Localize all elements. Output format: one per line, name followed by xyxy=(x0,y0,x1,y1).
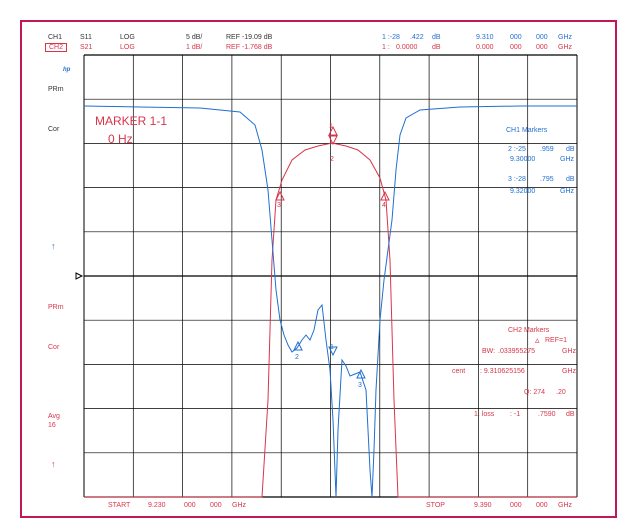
cor-annunciator-ch1: Cor xyxy=(48,126,60,133)
start-unit: GHz xyxy=(232,502,246,509)
avg-annunciator: Avg xyxy=(48,413,60,420)
prm-annunciator-ch2: PRm xyxy=(48,304,64,311)
ch2-cent-unit: GHz xyxy=(562,368,576,375)
ch2-cent-label: cent xyxy=(452,368,466,375)
ch1-param: S11 xyxy=(80,34,92,41)
ch2-loss-unit: dB xyxy=(566,411,575,418)
start-freq-3: 000 xyxy=(210,502,222,509)
ch2-ref: REF=1 xyxy=(545,337,567,344)
svg-text:4: 4 xyxy=(382,202,386,209)
s21-marker-2: 2 xyxy=(328,135,338,163)
ch2-bw-value: .033955275 xyxy=(498,348,535,355)
start-freq-2: 000 xyxy=(184,502,196,509)
start-freq[interactable]: 9.230 xyxy=(148,502,166,509)
ch2-bw-unit: GHz xyxy=(562,348,576,355)
stop-freq[interactable]: 9.390 xyxy=(474,502,492,509)
s11-marker-1: 1 xyxy=(328,344,338,357)
s11-marker-2: 2 xyxy=(293,340,303,361)
svg-text:1: 1 xyxy=(330,344,334,351)
ch2-ref: REF -1.768 dB xyxy=(226,44,273,51)
ch1-m2-freq: 9.30000 xyxy=(510,156,536,163)
ch2-freq-unit: GHz xyxy=(558,44,572,51)
ch1-m2-label: 2 :-25 xyxy=(508,146,526,153)
ch1-scroll-arrow-icon: ↑ xyxy=(51,241,56,251)
ch1-m3-value: .795 xyxy=(540,176,554,183)
ch1-freq-unit: GHz xyxy=(558,34,572,41)
active-marker-value: 0 Hz xyxy=(108,132,133,146)
s11-marker-3: 3 xyxy=(356,368,366,389)
ch2-loss-value: : -1 xyxy=(510,411,521,418)
stop-freq-3: 000 xyxy=(536,502,548,509)
ch1-ref: REF -19.09 dB xyxy=(226,34,273,41)
ch1-marker-value: .422 xyxy=(410,34,424,41)
ch2-param: S21 xyxy=(80,44,93,51)
ch2-freq-2: 000 xyxy=(510,44,522,51)
ch2-marker-label: 1 : xyxy=(382,44,390,51)
ch1-marker-label: 1 :-28 xyxy=(382,34,400,41)
start-label: START xyxy=(108,502,131,509)
ch1-m3-freq-unit: GHz xyxy=(560,188,574,195)
ch2-loss-value2: .7590 xyxy=(538,411,556,418)
ch1-m3-unit: dB xyxy=(566,176,575,183)
avg-count: 16 xyxy=(48,422,56,429)
ch2-q-label: Q: 274 xyxy=(524,389,546,396)
ch2-markers-title: CH2 Markers xyxy=(508,327,550,334)
svg-text:3: 3 xyxy=(277,202,281,209)
ch2-label[interactable]: CH2 xyxy=(45,43,68,52)
ch1-marker-unit: dB xyxy=(432,34,441,41)
ch1-markers-title: CH1 Markers xyxy=(506,127,548,134)
ch2-scale: 1 dB/ xyxy=(186,44,203,51)
cor-annunciator-ch2: Cor xyxy=(48,344,60,351)
ch2-freq-1: 0.000 xyxy=(476,44,494,51)
ch1-label[interactable]: CH1 xyxy=(48,34,63,41)
analyzer-display-frame xyxy=(20,20,617,518)
stop-unit: GHz xyxy=(558,502,572,509)
ch2-bw-label: BW: xyxy=(482,348,496,355)
ch1-freq-3: 000 xyxy=(536,34,548,41)
reference-position-icon xyxy=(75,272,84,280)
ch2-format: LOG xyxy=(120,44,135,51)
s21-marker-4: 4 xyxy=(380,190,390,209)
ch2-scroll-arrow-icon: ↑ xyxy=(51,459,56,469)
ch1-m2-value: .959 xyxy=(540,146,554,153)
active-marker-title: MARKER 1-1 xyxy=(95,114,168,128)
svg-text:1: 1 xyxy=(329,123,333,130)
svg-text:2: 2 xyxy=(330,156,334,163)
svg-text:3: 3 xyxy=(358,382,362,389)
ch1-scale: 5 dB/ xyxy=(186,34,203,41)
ch2-cent-value: : 9.310625156 xyxy=(480,368,525,375)
prm-annunciator-ch1: PRm xyxy=(48,86,64,93)
ch1-freq-2: 000 xyxy=(510,34,522,41)
s21-marker-3: 3 xyxy=(275,190,285,209)
ch2-marker-value: 0.0000 xyxy=(396,44,418,51)
ch2-ref-marker-icon: ▵ xyxy=(535,335,540,345)
ch2-loss-label: 1. loss xyxy=(474,411,495,418)
ch2-freq-3: 000 xyxy=(536,44,548,51)
ch1-m2-freq-unit: GHz xyxy=(560,156,574,163)
hp-logo-icon: hp xyxy=(63,67,71,73)
svg-text:2: 2 xyxy=(295,354,299,361)
ch1-m3-label: 3 :-28 xyxy=(508,176,526,183)
s21-marker-1: 1 xyxy=(328,123,338,136)
ch1-m3-freq: 9.32000 xyxy=(510,188,536,195)
s21-trace xyxy=(84,142,577,498)
s11-trace xyxy=(83,105,577,498)
stop-freq-2: 000 xyxy=(510,502,522,509)
ch1-m2-unit: dB xyxy=(566,146,575,153)
ch2-q-value: .20 xyxy=(556,389,566,396)
ch1-freq-1: 9.310 xyxy=(476,34,494,41)
ch2-marker-unit: dB xyxy=(432,44,441,51)
stop-label: STOP xyxy=(426,502,445,509)
ch1-format: LOG xyxy=(120,34,135,41)
